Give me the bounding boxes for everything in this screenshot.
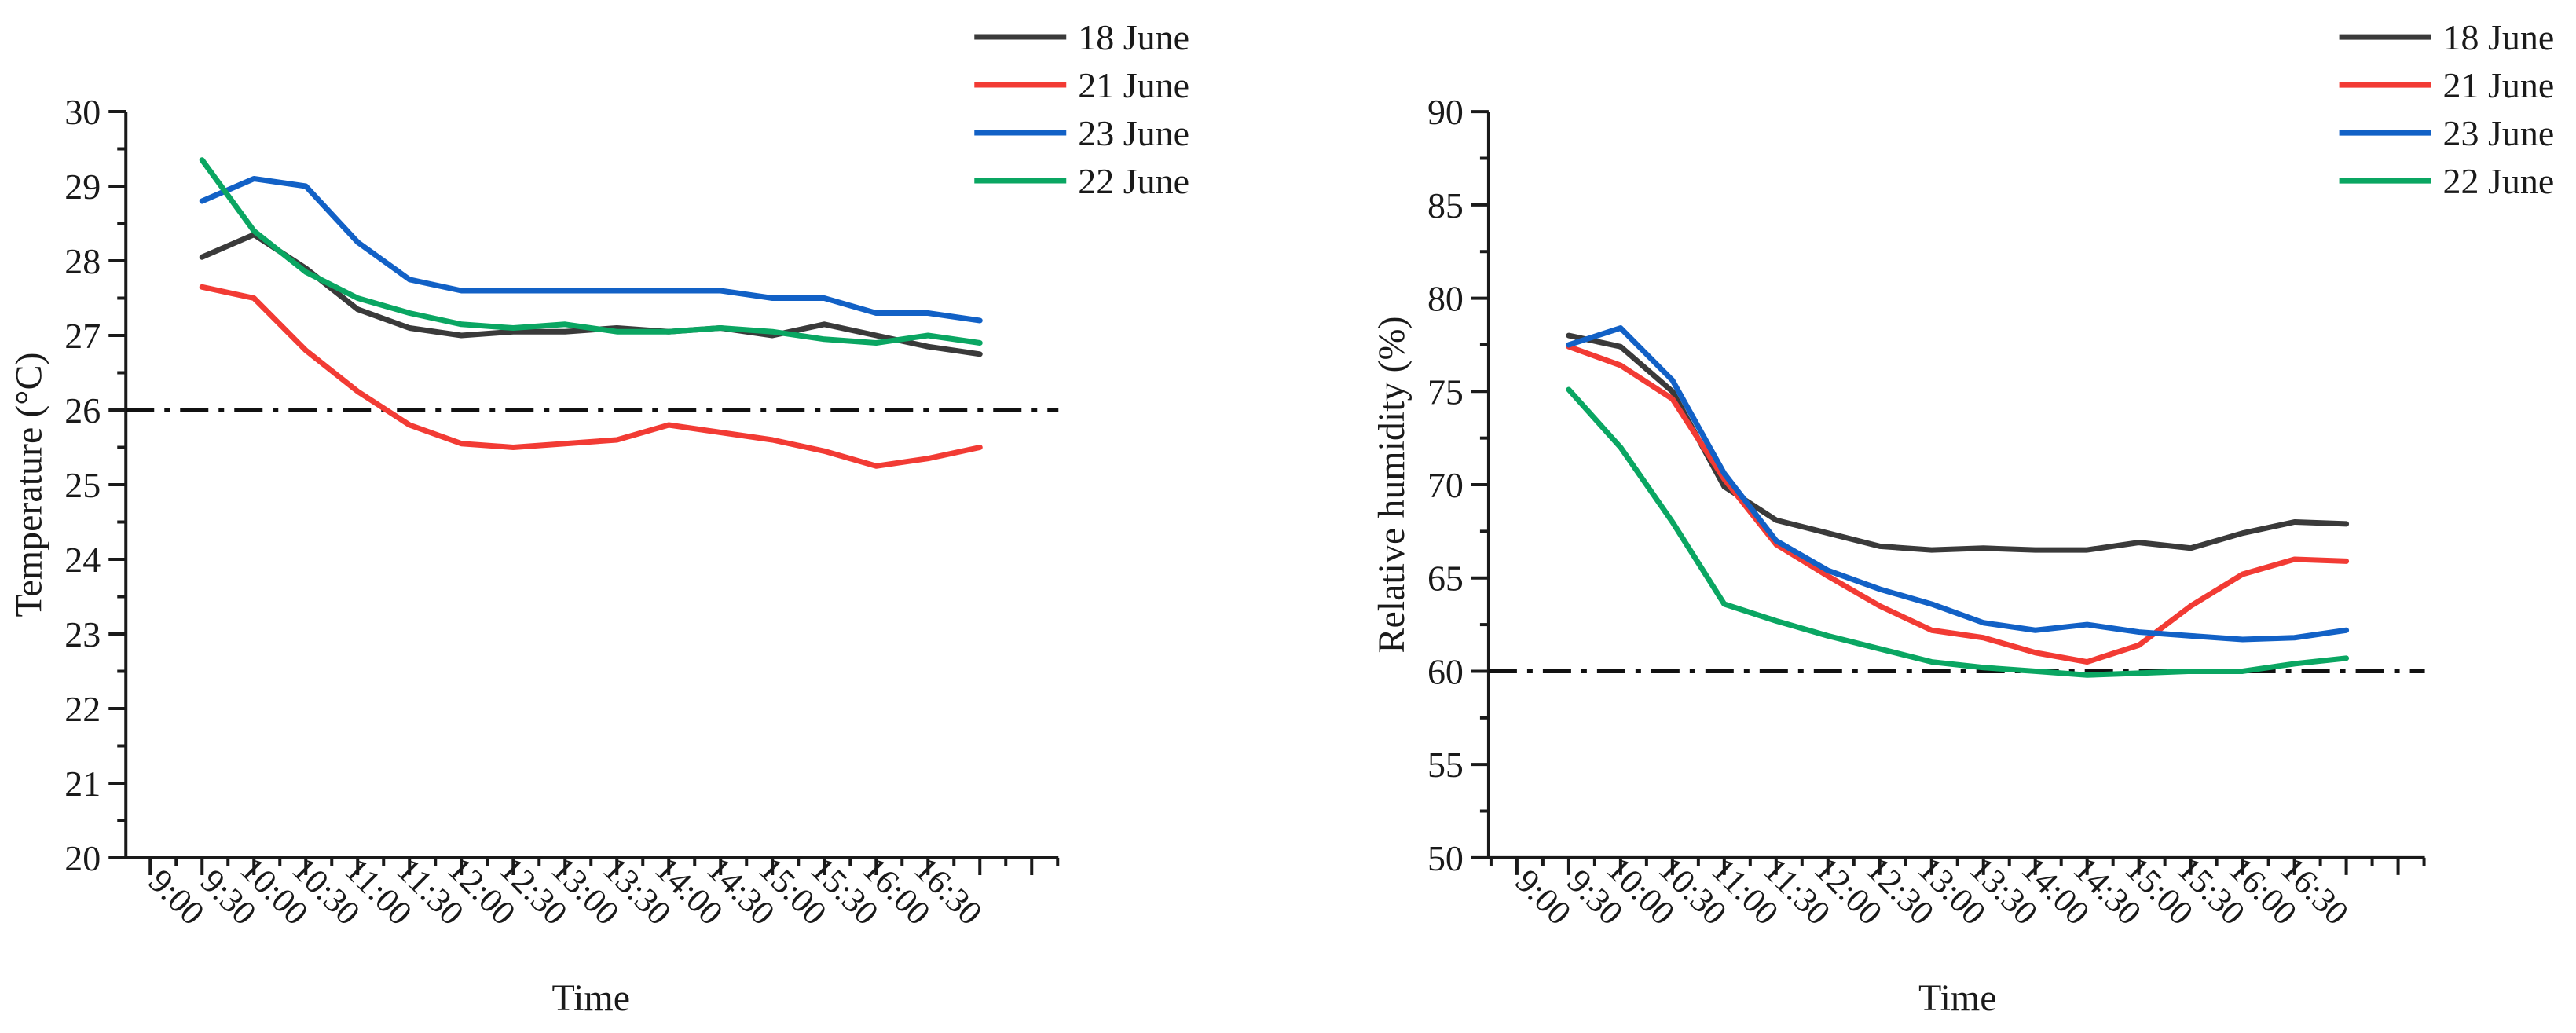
series-line-22-june <box>199 157 983 346</box>
y-tick-label: 22 <box>64 689 101 729</box>
series-line-21-june <box>1565 343 2349 665</box>
y-tick-label: 65 <box>1427 559 1463 599</box>
series-line-18-june <box>199 232 983 357</box>
temperature-chart-panel: 20 21 22 23 24 25 26 27 28 29 30 9:00 9:30 10:00 10:30… <box>8 17 1189 1019</box>
y-tick-label: 23 <box>64 614 101 654</box>
series-line-21-june <box>199 284 983 469</box>
humidity-chart-panel: 50 55 60 65 70 75 80 85 90 9:00 9:30 10:00 10:30 11:0… <box>1288 0 2576 1033</box>
y-tick-label: 21 <box>64 764 101 804</box>
temperature-chart: 20212223242526272829309:009:3010:0010:30… <box>8 17 1189 1019</box>
y-tick-label: 28 <box>64 241 101 281</box>
legend-label: 21 June <box>2442 65 2554 105</box>
y-axis-title: Relative humidity (%) <box>1370 317 1412 654</box>
y-tick-label: 50 <box>1427 838 1463 878</box>
y-tick-label: 90 <box>1427 92 1463 132</box>
series-line-23-june <box>199 176 983 324</box>
y-tick-label: 60 <box>1427 651 1463 691</box>
y-tick-label: 20 <box>64 838 101 878</box>
axis-lines <box>1486 112 2425 859</box>
y-tick-label: 30 <box>64 92 101 132</box>
y-tick-label: 85 <box>1427 185 1463 225</box>
legend-label: 23 June <box>1078 113 1189 153</box>
legend-label: 21 June <box>1078 65 1189 105</box>
y-tick-label: 70 <box>1427 465 1463 505</box>
legend-label: 22 June <box>1078 161 1189 201</box>
axis-lines <box>124 112 1059 859</box>
legend-label: 18 June <box>1078 17 1189 57</box>
x-axis-title: Time <box>1918 977 1996 1019</box>
x-axis-title: Time <box>551 977 630 1019</box>
y-tick-label: 24 <box>64 540 101 580</box>
y-tick-label: 29 <box>64 167 101 207</box>
y-axis-title: Temperature (°C) <box>8 352 49 617</box>
series-line-18-june <box>1565 332 2349 553</box>
y-tick-label: 55 <box>1427 745 1463 785</box>
legend-label: 22 June <box>2442 161 2554 201</box>
series-line-22-june <box>1565 386 2349 678</box>
y-tick-label: 27 <box>64 316 101 356</box>
y-tick-label: 26 <box>64 390 101 430</box>
y-tick-label: 75 <box>1427 372 1463 412</box>
humidity-chart: 5055606570758085909:009:3010:0010:3011:0… <box>1370 17 2554 1019</box>
y-tick-label: 25 <box>64 465 101 505</box>
legend-label: 23 June <box>2442 113 2554 153</box>
legend-label: 18 June <box>2442 17 2554 57</box>
series-line-23-june <box>1565 325 2349 643</box>
y-tick-label: 80 <box>1427 279 1463 319</box>
